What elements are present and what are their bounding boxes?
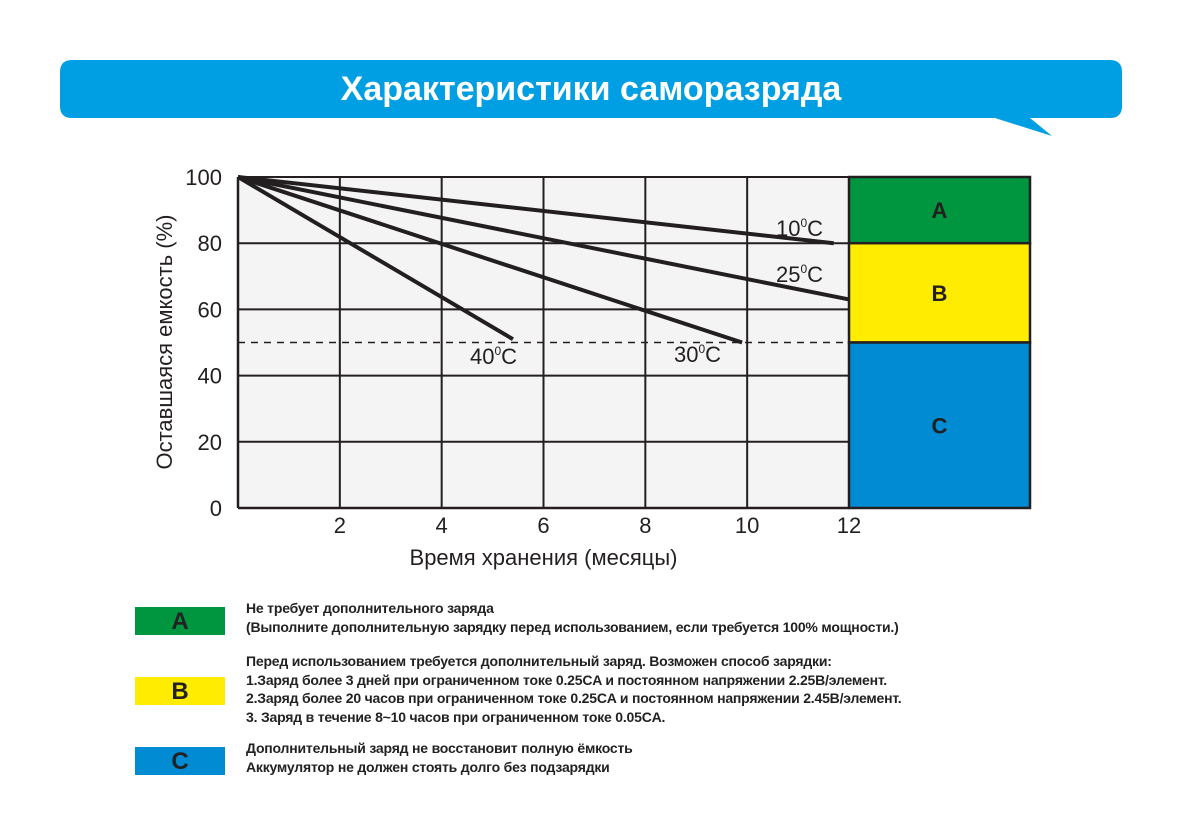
y-tick-label: 80 xyxy=(198,231,222,256)
zone-label: B xyxy=(932,281,948,306)
legend-line: Аккумулятор не должен стоять долго без п… xyxy=(246,758,610,775)
series-label-10c: 100C xyxy=(776,216,823,241)
legend-line: 1.Заряд более 3 дней при ограниченном то… xyxy=(246,671,887,688)
legend-line: 3. Заряд в течение 8~10 часов при ограни… xyxy=(246,708,666,725)
zone-a xyxy=(847,175,1032,245)
legend-text-b: Перед использованием требуется дополните… xyxy=(246,652,902,726)
x-tick-label: 6 xyxy=(537,513,549,538)
page-title: Характеристики саморазряда xyxy=(340,70,842,108)
legend-line: Дополнительный заряд не восстановит полн… xyxy=(246,740,633,756)
legend-swatch-c: C xyxy=(135,747,225,775)
y-tick-label: 20 xyxy=(198,430,222,455)
series-label-25c: 250C xyxy=(776,262,823,287)
legend-line: (Выполните дополнительную зарядку перед … xyxy=(246,618,899,635)
y-tick-label: 0 xyxy=(210,496,222,521)
series-line-10c xyxy=(237,175,834,246)
y-tick-label: 100 xyxy=(185,165,222,190)
zone-label: C xyxy=(932,413,948,438)
zone-c xyxy=(847,341,1032,510)
x-tick-label: 4 xyxy=(436,513,448,538)
legend-swatch-b: B xyxy=(135,677,225,705)
y-tick-label: 40 xyxy=(198,364,222,389)
series-label-30c: 300C xyxy=(674,342,721,367)
x-axis-label: Время хранения (месяцы) xyxy=(410,545,678,570)
series-line-25c xyxy=(237,175,850,302)
x-tick-label: 12 xyxy=(837,513,861,538)
x-tick-label: 8 xyxy=(639,513,651,538)
legend-text-c: Дополнительный заряд не восстановит полн… xyxy=(246,739,633,776)
zone-b xyxy=(847,241,1032,344)
legend-text-a: Не требует дополнительного заряда (Выпол… xyxy=(246,599,899,636)
title-banner xyxy=(60,60,1122,136)
self-discharge-chart: A B C 0 20 40 60 80 100 2 4 6 8 10 12 Время хранения (м… xyxy=(152,165,1032,570)
y-tick-label: 60 xyxy=(198,297,222,322)
series-line-30c xyxy=(237,175,743,345)
y-axis-label: Оставшаяся емкость (%) xyxy=(152,214,177,469)
x-tick-label: 2 xyxy=(334,513,346,538)
x-tick-label: 10 xyxy=(735,513,759,538)
legend-line: 2.Заряд более 20 часов при ограниченном … xyxy=(246,690,902,706)
legend-swatch-a: A xyxy=(135,607,225,635)
series-label-40c: 400C xyxy=(470,344,517,369)
legend-line: Не требует дополнительного заряда xyxy=(246,600,494,616)
series-line-40c xyxy=(236,175,514,341)
zone-label: A xyxy=(932,198,948,223)
legend-line: Перед использованием требуется дополните… xyxy=(246,653,832,669)
